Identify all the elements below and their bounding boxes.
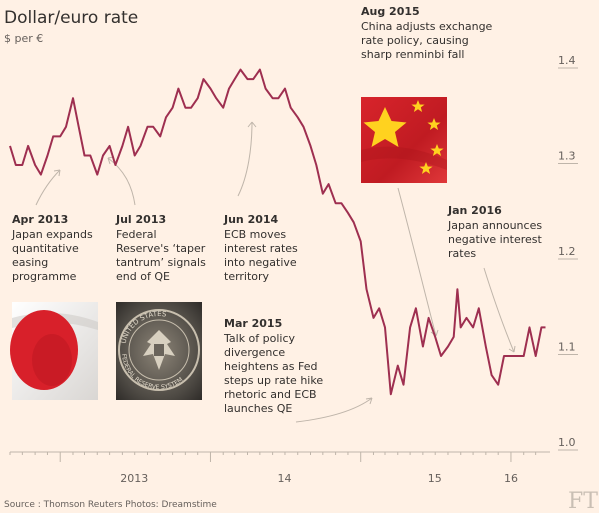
series-line xyxy=(9,68,546,396)
annotation-apr2013-line-1: Japan expands xyxy=(11,228,93,241)
annotation-mar2015: Mar 2015 Talk of policy divergence heigh… xyxy=(223,317,323,415)
annotation-jul2013-line-1: Federal xyxy=(116,228,157,241)
annotation-jun2014-line-2: interest rates xyxy=(224,242,298,255)
leader-aug2015 xyxy=(397,187,437,337)
annotation-jan2016-date: Jan 2016 xyxy=(447,204,502,217)
x-tick-label: 14 xyxy=(278,472,292,485)
annotation-jan2016-line-3: rates xyxy=(448,247,476,260)
y-tick-label: 1.0 xyxy=(558,436,576,449)
annotation-jul2013-line-2: Reserve's ‘taper xyxy=(116,242,206,255)
y-axis: 1.4 1.3 1.2 1.1 1.0 xyxy=(558,54,578,451)
ft-logo: FT xyxy=(568,489,598,513)
y-axis-unit: $ per € xyxy=(4,32,43,45)
annotation-mar2015-line-3: heightens as Fed xyxy=(224,360,317,373)
china-flag-small-star-icon xyxy=(430,144,444,156)
china-flag-image xyxy=(361,97,447,183)
seal-shield-icon xyxy=(154,344,164,356)
annotation-mar2015-line-1: Talk of policy xyxy=(223,332,296,345)
annotation-jan2016: Jan 2016 Japan announces negative intere… xyxy=(447,204,542,260)
annotation-jul2013-date: Jul 2013 xyxy=(115,213,166,226)
federal-reserve-seal-image: UNITED STATES FEDERAL RESERVE SYSTEM xyxy=(116,302,202,400)
china-flag-big-star-icon xyxy=(363,107,407,147)
leader-mar2015 xyxy=(295,397,373,423)
japan-flag-image xyxy=(10,302,98,400)
seal-outer-ring xyxy=(118,309,200,391)
chart-title: Dollar/euro rate xyxy=(4,8,138,28)
x-tick-label: 2013 xyxy=(120,472,148,485)
annotation-apr2013-date: Apr 2013 xyxy=(12,213,68,226)
annotation-mar2015-date: Mar 2015 xyxy=(224,317,282,330)
annotation-aug2015-date: Aug 2015 xyxy=(361,5,420,18)
x-axis-minor-ticks xyxy=(9,452,537,462)
x-axis: 2013 14 15 16 xyxy=(120,472,518,485)
annotation-mar2015-line-6: launches QE xyxy=(224,402,292,415)
annotation-leaders xyxy=(35,121,516,423)
japan-flag-sun xyxy=(10,310,78,390)
y-tick-label: 1.3 xyxy=(558,150,576,163)
china-flag-small-star-icon xyxy=(427,118,441,130)
annotation-jul2013-line-3: tantrum’ signals xyxy=(116,256,206,269)
leader-jul2013 xyxy=(107,157,136,206)
annotation-jan2016-line-1: Japan announces xyxy=(447,219,542,232)
china-flag-small-star-icon xyxy=(411,100,425,112)
annotation-aug2015-line-3: sharp renminbi fall xyxy=(361,48,464,61)
leader-apr2013-arrow xyxy=(53,169,61,177)
china-flag-small-star-icon xyxy=(419,162,433,174)
leader-apr2013 xyxy=(35,169,61,206)
annotation-jul2013: Jul 2013 Federal Reserve's ‘taper tantru… xyxy=(115,213,206,283)
y-tick-label: 1.2 xyxy=(558,245,576,258)
annotation-apr2013-line-4: programme xyxy=(12,270,77,283)
annotation-apr2013: Apr 2013 Japan expands quantitative easi… xyxy=(11,213,93,283)
japan-flag-sun-shade xyxy=(32,334,72,386)
leader-mar2015-arrow xyxy=(365,397,373,405)
annotation-aug2015-line-2: rate policy, causing xyxy=(361,34,469,47)
y-tick-label: 1.1 xyxy=(558,341,576,354)
leader-jun2014-arrow xyxy=(247,121,257,128)
x-tick-label: 15 xyxy=(428,472,442,485)
annotation-jul2013-line-4: end of QE xyxy=(116,270,170,283)
annotation-jan2016-line-2: negative interest xyxy=(448,233,542,246)
china-flag-fold xyxy=(361,146,447,170)
leader-jun2014 xyxy=(237,121,253,197)
annotation-jun2014-line-3: into negative xyxy=(224,256,297,269)
annotation-mar2015-line-4: steps up rate hike xyxy=(224,374,323,387)
annotation-jun2014: Jun 2014 ECB moves interest rates into n… xyxy=(223,213,298,283)
annotation-aug2015: Aug 2015 China adjusts exchange rate pol… xyxy=(361,5,493,61)
y-tick-label: 1.4 xyxy=(558,54,576,67)
annotation-mar2015-line-2: divergence xyxy=(224,346,285,359)
leader-jan2016-arrow xyxy=(508,345,516,353)
annotation-apr2013-line-3: easing xyxy=(12,256,48,269)
annotation-aug2015-line-1: China adjusts exchange xyxy=(361,20,493,33)
source-note: Source : Thomson Reuters Photos: Dreamst… xyxy=(4,500,217,510)
x-tick-label: 16 xyxy=(504,472,518,485)
leader-jan2016 xyxy=(483,267,515,353)
annotation-mar2015-line-5: rhetoric and ECB xyxy=(224,388,317,401)
annotation-jun2014-line-1: ECB moves xyxy=(224,228,286,241)
seal-inner-ring xyxy=(128,319,190,381)
annotation-jun2014-line-4: territory xyxy=(224,270,270,283)
annotation-jun2014-date: Jun 2014 xyxy=(223,213,279,226)
annotation-apr2013-line-2: quantitative xyxy=(12,242,79,255)
